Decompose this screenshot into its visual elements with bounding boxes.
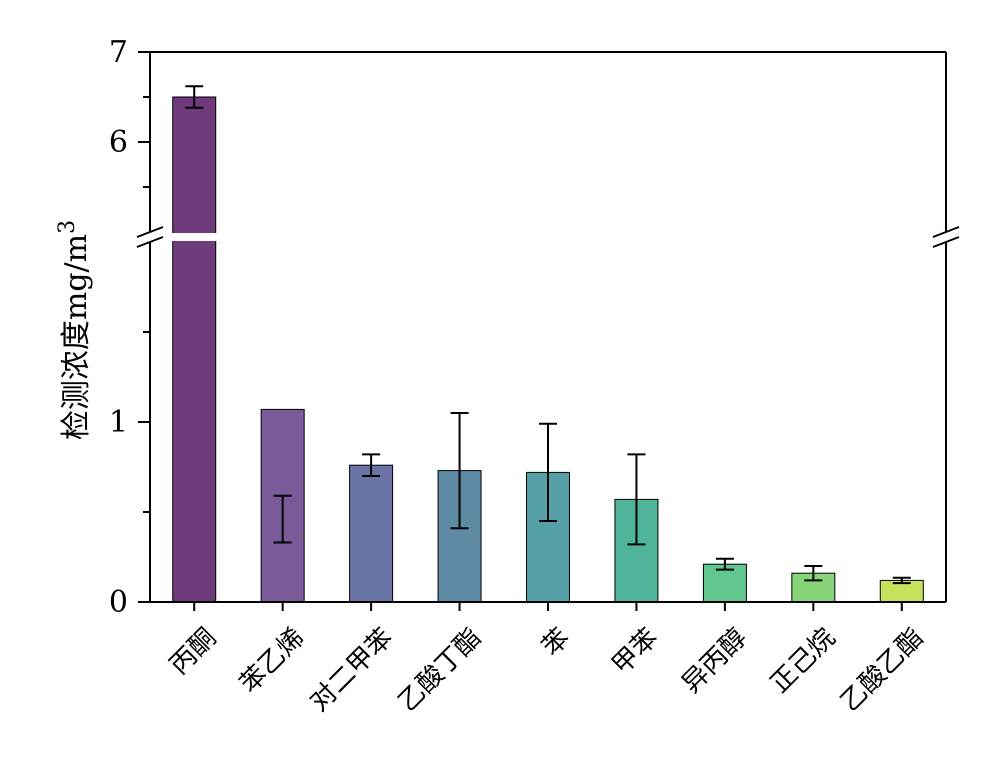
error-bar-1: [185, 85, 204, 109]
x-tick-label: 丙酮: [164, 623, 222, 681]
error-bar-3: [362, 453, 381, 477]
error-bar-8: [804, 565, 823, 582]
error-bars-group: [185, 85, 911, 585]
x-tick-label: 正己烷: [765, 623, 841, 699]
y-tick-label: 6: [109, 125, 128, 160]
y-tick-label: 7: [109, 35, 128, 70]
bar-3: [349, 464, 394, 603]
y-axis-label: 检测浓度mg/m3: [55, 220, 94, 440]
break-mark-left: [136, 226, 164, 248]
break-mark-right: [932, 226, 960, 248]
x-tick-label: 异丙醇: [676, 623, 752, 699]
bar-6: [614, 498, 659, 603]
x-tick-label: 苯乙烯: [234, 623, 310, 699]
x-tick-label: 对二甲苯: [304, 623, 399, 718]
x-tick-label: 乙酸丁酯: [393, 623, 488, 718]
axis-break-gap: [152, 233, 944, 241]
bars-group: [152, 96, 944, 603]
axes-group: [136, 51, 960, 611]
error-bar-2: [273, 494, 292, 544]
error-bar-4: [450, 412, 469, 530]
error-bar-6: [627, 453, 646, 546]
x-tick-label: 乙酸乙酯: [835, 623, 930, 718]
y-ticks: [138, 51, 903, 611]
x-tick-label: 苯: [536, 623, 576, 663]
y-tick-label: 1: [109, 405, 128, 440]
error-bar-5: [539, 422, 557, 522]
x-tick-label: 甲苯: [606, 623, 664, 681]
error-bar-9: [892, 576, 911, 585]
y-tick-label: 0: [109, 585, 128, 620]
bar-1: [172, 96, 217, 603]
error-bar-7: [715, 557, 734, 571]
